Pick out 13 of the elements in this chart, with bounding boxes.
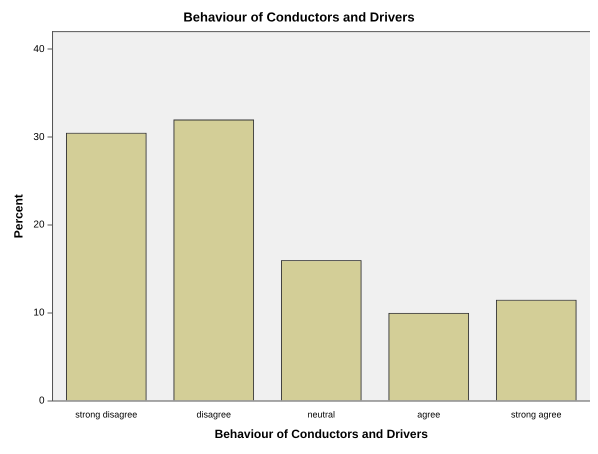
x-tick-label: strong disagree bbox=[75, 410, 138, 420]
y-tick-label: 40 bbox=[33, 44, 45, 55]
x-tick-label: strong agree bbox=[510, 410, 562, 420]
y-axis-title: Percent bbox=[12, 194, 26, 238]
chart-title: Behaviour of Conductors and Drivers bbox=[183, 9, 415, 24]
y-tick-label: 20 bbox=[33, 220, 45, 231]
y-tick-label: 10 bbox=[33, 308, 45, 319]
x-tick-label: neutral bbox=[307, 410, 336, 420]
y-tick-label: 30 bbox=[33, 132, 45, 143]
x-tick-label: agree bbox=[417, 410, 440, 420]
y-tick-label: 0 bbox=[38, 396, 45, 407]
x-tick-label: disagree bbox=[196, 410, 232, 420]
x-axis-title: Behaviour of Conductors and Drivers bbox=[214, 427, 428, 442]
